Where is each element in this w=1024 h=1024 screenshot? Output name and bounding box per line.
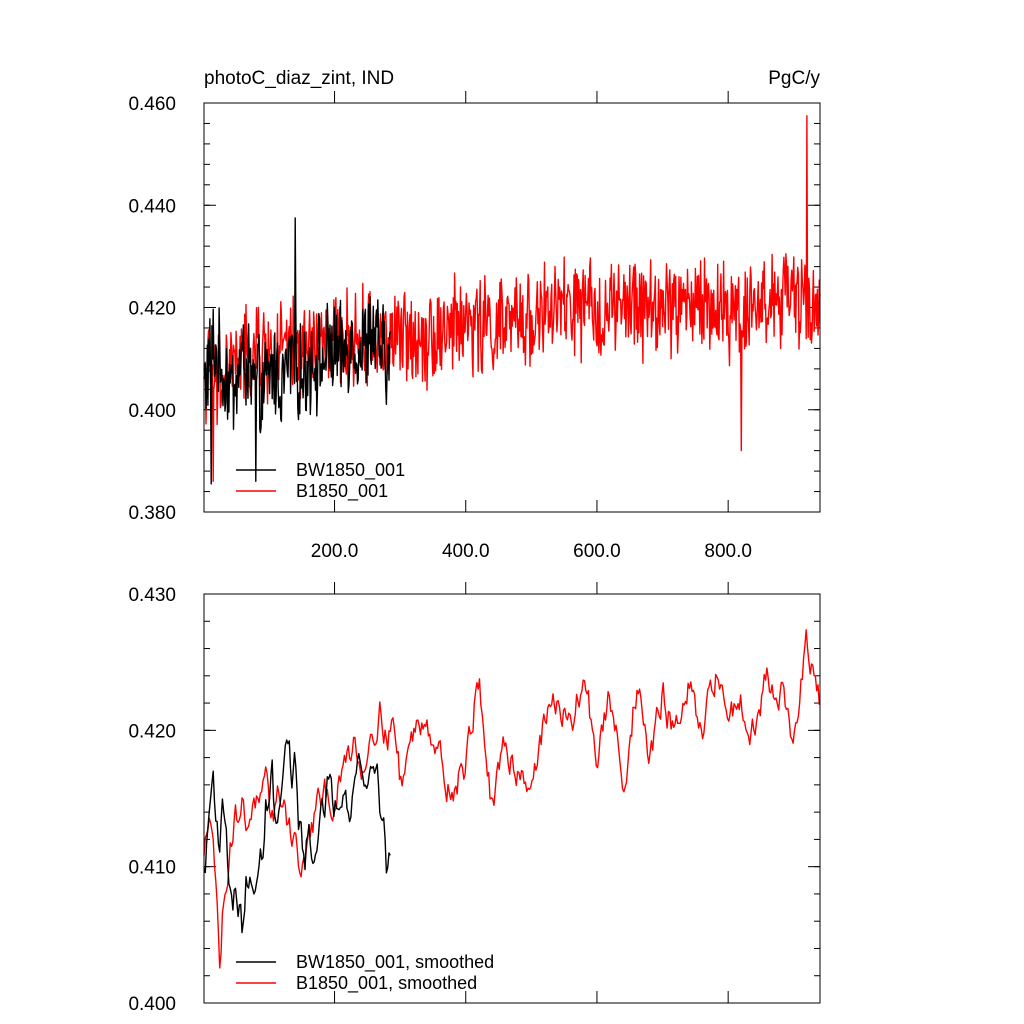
top-legend-label-b: B1850_001 xyxy=(296,481,388,502)
top-axes: 0.460 0.440 0.420 0.400 0.380 200.0 400.0 600.0… xyxy=(128,91,820,562)
top-panel: photoC_diaz_zint, IND PgC/y 0.4600.4400.… xyxy=(128,68,821,562)
top-series-line-b1850 xyxy=(203,115,821,482)
top-series-line-bw1850 xyxy=(203,217,391,485)
bottom-series-group xyxy=(203,629,820,969)
top-xtick-label: 400.0 xyxy=(442,541,490,562)
top-xtick-label: 800.0 xyxy=(704,541,752,562)
top-plot-frame xyxy=(203,102,821,513)
top-xtick-label: 600.0 xyxy=(573,541,621,562)
bottom-ytick-label: 0.420 xyxy=(128,721,176,742)
bottom-legend: BW1850_001, smoothed B1850_001, smoothed xyxy=(236,952,494,994)
top-title-right: PgC/y xyxy=(768,68,820,89)
bottom-axes: 0.430 0.420 0.410 0.400 xyxy=(128,582,820,1015)
bottom-ytick-label: 0.430 xyxy=(128,585,176,606)
top-legend-label-bw: BW1850_001 xyxy=(296,460,405,481)
top-series-group xyxy=(203,115,821,485)
bottom-legend-label-b: B1850_001, smoothed xyxy=(296,973,477,994)
top-legend: BW1850_001 B1850_001 xyxy=(236,460,405,502)
top-xtick-label: 200.0 xyxy=(311,541,359,562)
bottom-ytick-label: 0.400 xyxy=(128,994,176,1015)
bottom-ytick-label: 0.410 xyxy=(128,858,176,879)
top-title-left: photoC_diaz_zint, IND xyxy=(204,68,394,89)
bottom-series-line-b1850 xyxy=(203,629,820,969)
top-ytick-label: 0.380 xyxy=(128,503,176,524)
top-ytick-label: 0.420 xyxy=(128,299,176,320)
top-ytick-label: 0.460 xyxy=(128,94,176,115)
top-ytick-label: 0.440 xyxy=(128,196,176,217)
top-ytick-label: 0.400 xyxy=(128,401,176,422)
bottom-series-line-bw1850 xyxy=(203,739,391,934)
bottom-panel: 0.430 0.420 0.410 0.400 BW1850_001, smoothe… xyxy=(128,582,821,1015)
bottom-plot-frame xyxy=(203,593,821,1004)
bottom-legend-label-bw: BW1850_001, smoothed xyxy=(296,952,494,973)
